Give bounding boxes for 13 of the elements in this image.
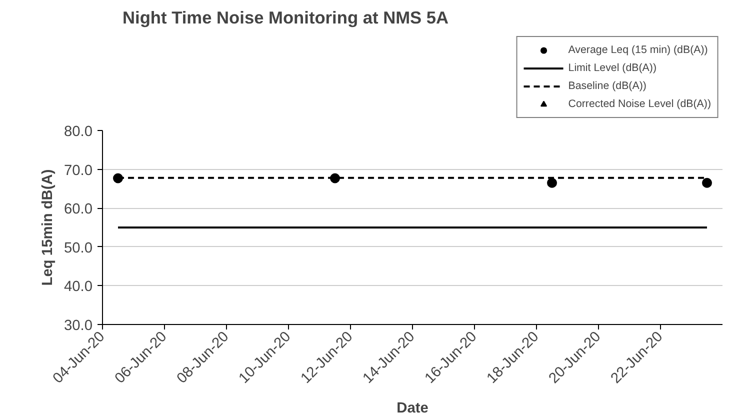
y-tick-label: 30.0 [64,318,93,334]
y-tick-label: 70.0 [64,162,93,179]
y-axis-title: Leq 15min dB(A) [40,169,56,286]
y-tick-label: 80.0 [64,124,93,140]
y-tick-label: 50.0 [64,240,93,256]
legend-label: Corrected Noise Level (dB(A)) [568,97,711,111]
x-axis-title: Date [396,400,428,416]
legend-label: Baseline (dB(A)) [568,79,646,93]
legend-label: Average Leq (15 min) (dB(A)) [568,43,708,57]
legend-label: Limit Level (dB(A)) [568,61,656,75]
y-tick-label: 60.0 [64,202,93,218]
y-tick-label: 40.0 [64,279,93,296]
chart-title: Night Time Noise Monitoring at NMS 5A [122,8,450,28]
